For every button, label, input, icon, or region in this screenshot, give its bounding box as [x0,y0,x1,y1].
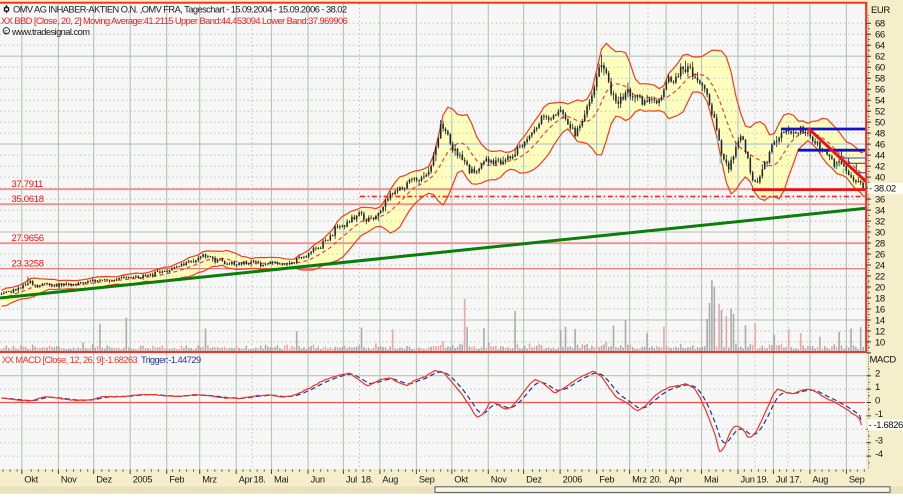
svg-text:Apr: Apr [669,475,683,485]
svg-text:Jun: Jun [741,475,755,485]
svg-text:58: 58 [875,74,885,85]
svg-text:36: 36 [875,195,885,206]
svg-text:Mai: Mai [274,475,288,485]
svg-text:Aug: Aug [382,475,398,485]
svg-text:37.7911: 37.7911 [12,179,44,190]
svg-text:1: 1 [875,382,880,393]
svg-text:Trigger:-1.44729: Trigger:-1.44729 [141,355,201,365]
svg-text:46: 46 [875,140,885,151]
svg-text:EUR: EUR [871,5,890,16]
svg-text:54: 54 [875,96,885,107]
svg-text:Okt: Okt [24,475,38,485]
svg-text:52: 52 [875,107,885,118]
svg-text:19.: 19. [757,475,769,485]
svg-text:www.tradesignal.com: www.tradesignal.com [11,27,90,37]
svg-text:56: 56 [875,85,885,96]
svg-text:66: 66 [875,30,885,41]
svg-text:-4: -4 [875,449,883,460]
svg-text:- 38.02: - 38.02 [869,183,896,194]
svg-text:32: 32 [875,217,885,228]
svg-text:14: 14 [875,315,885,326]
svg-text:2: 2 [875,369,880,380]
svg-text:-3: -3 [875,436,883,447]
svg-text:48: 48 [875,129,885,140]
svg-text:MACD: MACD [870,355,897,366]
svg-text:- -1.6826: - -1.6826 [869,420,903,431]
svg-text:XX MACD [Close, 12, 26, 9]:-1.: XX MACD [Close, 12, 26, 9]:-1.68263 [2,355,138,365]
svg-text:18: 18 [875,293,885,304]
svg-text:62: 62 [875,52,885,63]
svg-text:12: 12 [875,326,885,337]
svg-text:Feb: Feb [169,475,184,485]
svg-text:0: 0 [875,396,880,407]
svg-text:Dez: Dez [526,475,542,485]
svg-text:Jul: Jul [776,475,787,485]
svg-text:42: 42 [875,162,885,173]
svg-text:50: 50 [875,118,885,129]
svg-text:Jun: Jun [311,475,325,485]
svg-text:OMV AG INHABER-AKTIEN O.N. ,OM: OMV AG INHABER-AKTIEN O.N. ,OMV FRA, Tag… [13,4,347,14]
svg-text:68: 68 [875,19,885,30]
svg-text:23.3258: 23.3258 [12,259,44,270]
svg-text:Sep: Sep [849,475,865,485]
svg-text:20.: 20. [650,475,662,485]
svg-text:Feb: Feb [599,475,614,485]
svg-text:24: 24 [875,260,885,271]
svg-text:30: 30 [875,227,885,238]
svg-text:22: 22 [875,271,885,282]
svg-text:Dez: Dez [96,475,112,485]
svg-text:Jul: Jul [346,475,357,485]
svg-text:18.: 18. [361,475,373,485]
svg-text:Aug: Aug [812,475,828,485]
svg-text:16: 16 [875,304,885,315]
svg-text:20: 20 [875,282,885,293]
svg-text:Nov: Nov [61,475,77,485]
svg-text:28: 28 [875,238,885,249]
svg-text:2005: 2005 [133,475,153,485]
svg-text:2006: 2006 [563,475,583,485]
svg-text:10: 10 [875,337,885,348]
svg-text:Mai: Mai [704,475,718,485]
svg-text:44: 44 [875,151,885,162]
svg-text:34: 34 [875,206,885,217]
svg-text:40: 40 [875,173,885,184]
svg-text:Nov: Nov [491,475,507,485]
svg-text:26: 26 [875,249,885,260]
svg-text:64: 64 [875,41,885,52]
svg-text:17.: 17. [790,475,802,485]
svg-text:XX BBD [Close, 20, 2] Moving A: XX BBD [Close, 20, 2] Moving Average:41.… [1,16,348,26]
svg-text:Sep: Sep [419,475,435,485]
svg-text:27.9656: 27.9656 [12,233,44,244]
svg-text:-1: -1 [875,409,883,420]
svg-text:Apr: Apr [239,475,253,485]
svg-text:Mrz: Mrz [632,475,647,485]
svg-text:Mrz: Mrz [202,475,217,485]
svg-text:Okt: Okt [454,475,468,485]
svg-text:60: 60 [875,63,885,74]
svg-text:35.0618: 35.0618 [12,194,44,205]
svg-text:18.: 18. [254,475,266,485]
